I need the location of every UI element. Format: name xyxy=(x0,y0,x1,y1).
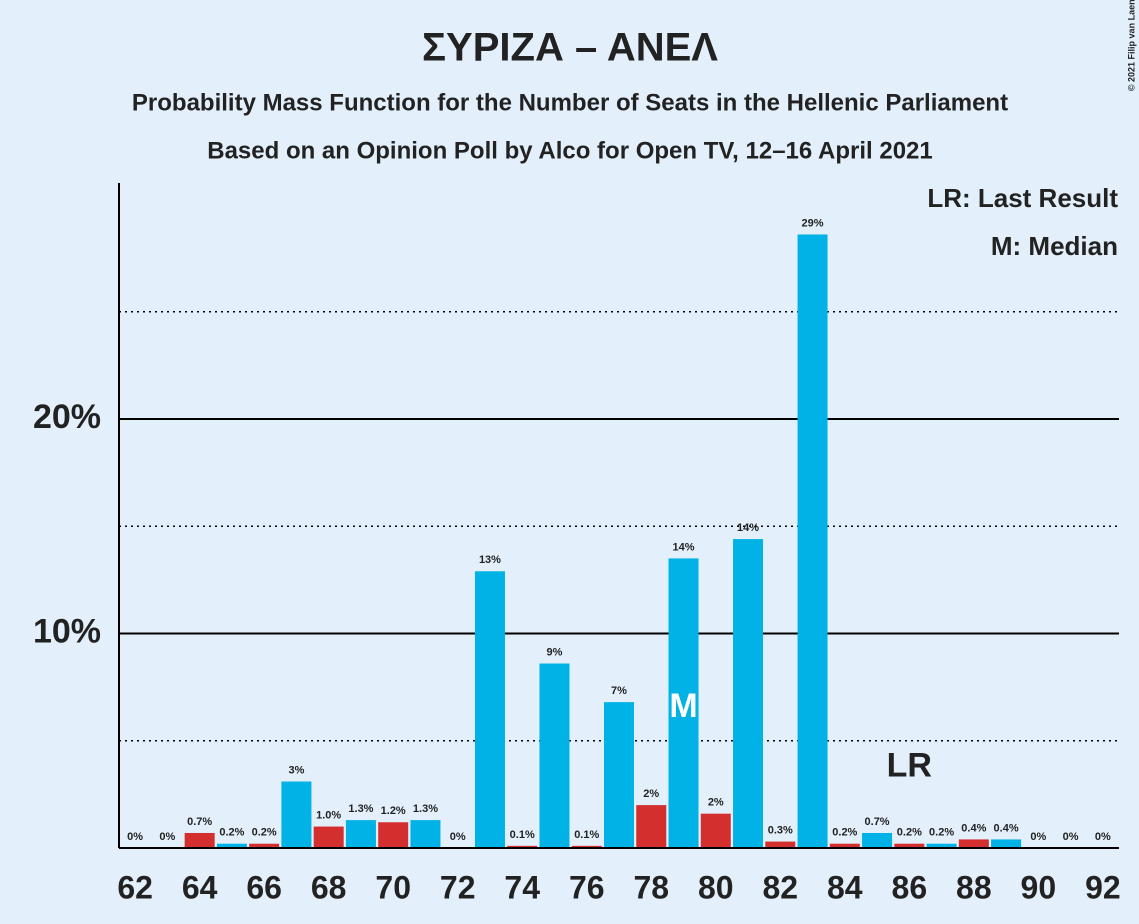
x-tick-label: 84 xyxy=(827,869,863,905)
value-label: 0% xyxy=(450,831,466,843)
value-label: 2% xyxy=(643,788,659,800)
x-tick-label: 78 xyxy=(633,869,669,905)
bar xyxy=(894,843,925,848)
bar xyxy=(216,843,247,848)
value-label: 1.3% xyxy=(348,803,373,815)
last-result-marker: LR xyxy=(887,747,932,785)
value-label: 29% xyxy=(802,217,824,229)
bar xyxy=(474,571,505,848)
value-label: 0.2% xyxy=(929,827,954,839)
bar xyxy=(184,832,215,848)
bar xyxy=(345,820,376,848)
bar xyxy=(797,234,828,848)
bar xyxy=(829,843,860,848)
x-tick-label: 68 xyxy=(311,869,347,905)
bar xyxy=(958,839,989,848)
value-label: 0.2% xyxy=(897,827,922,839)
value-label: 0% xyxy=(1030,831,1046,843)
bar xyxy=(765,841,796,848)
bar xyxy=(700,813,731,848)
copyright: © 2021 Filip van Laenen xyxy=(1126,0,1136,91)
bar xyxy=(733,539,764,848)
y-tick-label: 20% xyxy=(33,398,101,436)
value-label: 0.4% xyxy=(961,822,986,834)
bar xyxy=(636,805,667,848)
median-marker: M xyxy=(669,687,697,725)
value-label: 0.1% xyxy=(510,829,535,841)
value-label: 0% xyxy=(159,831,175,843)
x-tick-label: 92 xyxy=(1085,869,1121,905)
bar xyxy=(539,663,570,848)
value-label: 7% xyxy=(611,685,627,697)
bar xyxy=(604,702,634,848)
bar xyxy=(313,826,344,848)
value-label: 0.3% xyxy=(768,824,793,836)
value-label: 0.1% xyxy=(574,829,599,841)
x-tick-label: 90 xyxy=(1021,869,1057,905)
value-label: 9% xyxy=(547,646,563,658)
x-tick-label: 88 xyxy=(956,869,992,905)
bar xyxy=(991,839,1022,848)
legend-entry: M: Median xyxy=(991,231,1118,261)
x-tick-label: 76 xyxy=(569,869,605,905)
x-tick-label: 80 xyxy=(698,869,734,905)
value-label: 1.2% xyxy=(381,805,406,817)
y-tick-label: 10% xyxy=(33,612,101,650)
value-label: 0.4% xyxy=(994,822,1019,834)
x-tick-label: 82 xyxy=(762,869,798,905)
bar xyxy=(571,845,602,848)
value-label: 13% xyxy=(479,554,501,566)
x-tick-label: 86 xyxy=(892,869,928,905)
chart-subtitle: Probability Mass Function for the Number… xyxy=(132,89,1008,116)
value-label: 0% xyxy=(1063,831,1079,843)
chart-subtitle: Based on an Opinion Poll by Alco for Ope… xyxy=(207,137,933,164)
value-label: 0.7% xyxy=(187,816,212,828)
value-label: 0.7% xyxy=(865,816,890,828)
value-label: 0% xyxy=(127,831,143,843)
value-label: 0.2% xyxy=(832,827,857,839)
chart-title: ΣΥΡΙΖΑ – ΑΝΕΛ xyxy=(422,26,718,70)
value-label: 14% xyxy=(737,522,759,534)
bar xyxy=(668,558,699,848)
value-label: 1.3% xyxy=(413,803,438,815)
value-label: 1.0% xyxy=(316,809,341,821)
x-tick-label: 62 xyxy=(117,869,153,905)
value-label: 3% xyxy=(288,764,304,776)
value-label: 0.2% xyxy=(219,827,244,839)
legend-entry: LR: Last Result xyxy=(927,183,1118,213)
x-tick-label: 64 xyxy=(182,869,218,905)
x-tick-label: 66 xyxy=(246,869,282,905)
value-label: 0% xyxy=(1095,831,1111,843)
x-tick-label: 70 xyxy=(375,869,411,905)
value-label: 14% xyxy=(673,541,695,553)
bar xyxy=(926,843,957,848)
bar xyxy=(281,781,312,848)
bar xyxy=(507,845,538,848)
bar xyxy=(378,822,409,848)
x-tick-label: 74 xyxy=(504,869,540,905)
value-label: 0.2% xyxy=(252,827,277,839)
bar xyxy=(862,832,893,848)
x-tick-label: 72 xyxy=(440,869,476,905)
bar xyxy=(410,820,441,848)
value-label: 2% xyxy=(708,797,724,809)
bar xyxy=(249,843,280,848)
